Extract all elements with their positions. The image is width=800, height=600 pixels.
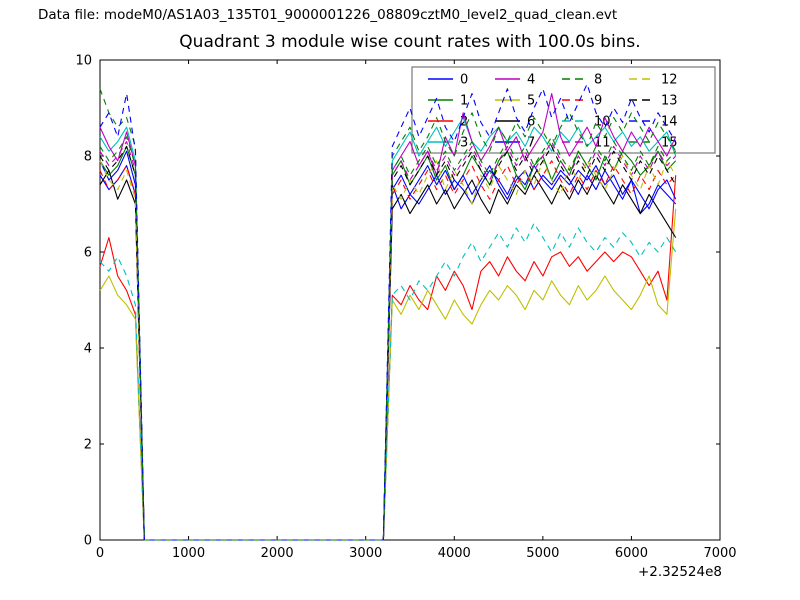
legend-label-7: 7 xyxy=(527,136,535,151)
legend-label-9: 9 xyxy=(594,94,602,109)
y-tick-label-2: 2 xyxy=(84,438,92,453)
series-line-14 xyxy=(99,83,677,541)
data-file-label: Data file: modeM0/AS1A03_135T01_90000012… xyxy=(38,7,618,23)
legend-label-0: 0 xyxy=(460,73,468,88)
axes-frame xyxy=(99,59,721,541)
y-tick-label-8: 8 xyxy=(84,150,92,165)
series-line-8 xyxy=(99,88,677,541)
x-axis-offset-label: +2.32524e8 xyxy=(638,564,722,580)
legend-label-2: 2 xyxy=(460,115,468,130)
legend-label-6: 6 xyxy=(527,115,535,130)
legend-label-14: 14 xyxy=(661,115,678,130)
x-tick-label-2000: 2000 xyxy=(261,546,294,561)
legend-label-12: 12 xyxy=(661,73,678,88)
x-tick-label-3000: 3000 xyxy=(349,546,382,561)
legend-label-13: 13 xyxy=(661,94,678,109)
legend-label-4: 4 xyxy=(527,73,535,88)
y-tick-label-6: 6 xyxy=(84,246,92,261)
legend-label-8: 8 xyxy=(594,73,602,88)
y-tick-label-0: 0 xyxy=(84,534,92,549)
x-tick-label-7000: 7000 xyxy=(703,546,736,561)
y-tick-label-4: 4 xyxy=(84,342,92,357)
legend-box xyxy=(411,66,716,154)
x-tick-label-4000: 4000 xyxy=(438,546,471,561)
x-tick-label-6000: 6000 xyxy=(615,546,648,561)
legend-label-5: 5 xyxy=(527,94,535,109)
series-line-15 xyxy=(99,136,677,541)
chart-title: Quadrant 3 module wise count rates with … xyxy=(179,32,641,52)
legend-label-1: 1 xyxy=(460,94,468,109)
legend-label-3: 3 xyxy=(460,136,468,151)
x-tick-label-1000: 1000 xyxy=(172,546,205,561)
x-tick-label-5000: 5000 xyxy=(526,546,559,561)
x-tick-label-0: 0 xyxy=(96,546,104,561)
y-tick-label-10: 10 xyxy=(75,54,92,69)
